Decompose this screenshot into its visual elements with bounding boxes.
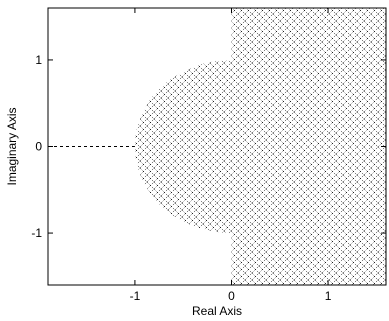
y-tick-label: 1 [35, 53, 42, 67]
y-tick-label: 0 [35, 140, 42, 154]
axis-labels-layer: Real Axis Imaginary Axis [5, 107, 242, 318]
x-tick-label: 0 [228, 289, 235, 303]
ticks-layer: -1 0 1 -1 0 1 [31, 8, 386, 303]
y-tick-label: -1 [31, 226, 42, 240]
x-axis-label: Real Axis [192, 304, 242, 318]
x-tick-label: 1 [325, 289, 332, 303]
hatched-right-half-plane [231, 8, 386, 285]
hatched-half-disk [134, 59, 232, 234]
y-axis-label: Imaginary Axis [5, 107, 19, 185]
hatched-regions [134, 8, 386, 285]
x-tick-label: -1 [130, 289, 141, 303]
